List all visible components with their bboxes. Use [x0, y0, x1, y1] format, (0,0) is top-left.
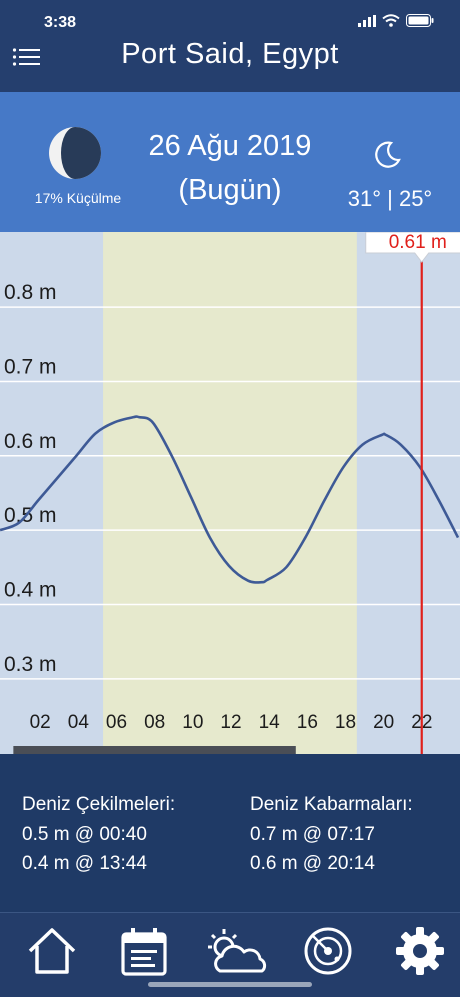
home-icon[interactable] — [26, 925, 78, 977]
menu-icon[interactable] — [12, 44, 42, 70]
wifi-icon — [382, 14, 400, 27]
y-tick-label: 0.3 m — [4, 653, 57, 676]
status-icons — [358, 14, 434, 27]
tide-chart[interactable]: 0.8 m 0.7 m 0.6 m 0.5 m 0.4 m 0.3 m 02 04 06 08 10… — [0, 231, 460, 754]
high-tide-2: 0.6 m @ 20:14 — [250, 853, 375, 874]
high-tides-title: Deniz Kabarmaları: — [250, 794, 413, 815]
home-indicator[interactable] — [148, 982, 312, 987]
today-label: (Bugün) — [178, 174, 282, 206]
y-tick-label: 0.5 m — [4, 504, 57, 527]
tide-curve — [0, 415, 460, 584]
moon-night-icon — [375, 141, 401, 168]
x-tick-label: 16 — [297, 712, 318, 733]
y-tick-label: 0.7 m — [4, 355, 57, 378]
cursor-label: 0.61 m — [389, 232, 447, 253]
moon-phase-label: 17% Küçülme — [34, 190, 122, 206]
x-tick-label: 06 — [106, 712, 127, 733]
nav-bar: Port Said, Egypt — [0, 34, 460, 92]
location-title: Port Said, Egypt — [121, 38, 339, 70]
scroll-indicator — [13, 746, 296, 754]
cursor-label-box — [365, 231, 460, 263]
x-tick-label: 02 — [30, 712, 51, 733]
x-tick-label: 14 — [259, 712, 281, 733]
battery-icon — [406, 14, 434, 27]
high-tide-1: 0.7 m @ 07:17 — [250, 823, 375, 845]
x-tick-label: 20 — [373, 712, 394, 733]
tide-info-panel: Deniz Çekilmeleri: 0.5 m @ 00:40 0.4 m @… — [0, 754, 460, 912]
daylight-band — [103, 232, 357, 754]
x-tick-label: 04 — [68, 712, 90, 733]
status-time: 3:38 — [44, 14, 77, 31]
x-tick-label: 18 — [335, 712, 356, 733]
signal-icon — [358, 14, 376, 27]
weather-icon[interactable] — [200, 925, 272, 977]
tide-chart-svg[interactable]: 0.8 m 0.7 m 0.6 m 0.5 m 0.4 m 0.3 m 02 04 06 08 10… — [0, 231, 460, 754]
settings-icon[interactable] — [394, 925, 446, 977]
low-tide-1: 0.5 m @ 00:40 — [22, 823, 147, 845]
temperature-range: 31° | 25° — [347, 186, 433, 211]
x-tick-label: 12 — [220, 712, 241, 733]
status-bar: 3:38 — [0, 0, 460, 34]
moon-phase-icon — [48, 126, 102, 180]
y-tick-label: 0.6 m — [4, 430, 57, 453]
y-tick-label: 0.8 m — [4, 281, 57, 304]
low-tide-2: 0.4 m @ 13:44 — [22, 853, 147, 874]
calendar-icon[interactable] — [118, 925, 170, 977]
day-header: 17% Küçülme 26 Ağu 2019 (Bugün) 31° | 25… — [0, 92, 460, 232]
x-tick-label: 10 — [182, 712, 203, 733]
y-tick-label: 0.4 m — [4, 578, 57, 601]
low-tides-column: Deniz Çekilmeleri: 0.5 m @ 00:40 0.4 m @… — [22, 790, 175, 879]
high-tides-column: Deniz Kabarmaları: 0.7 m @ 07:17 0.6 m @… — [250, 790, 413, 879]
low-tides-title: Deniz Çekilmeleri: — [22, 794, 176, 815]
radar-icon[interactable] — [302, 925, 354, 977]
x-tick-label: 08 — [144, 712, 165, 733]
date-label[interactable]: 26 Ağu 2019 — [148, 130, 312, 162]
